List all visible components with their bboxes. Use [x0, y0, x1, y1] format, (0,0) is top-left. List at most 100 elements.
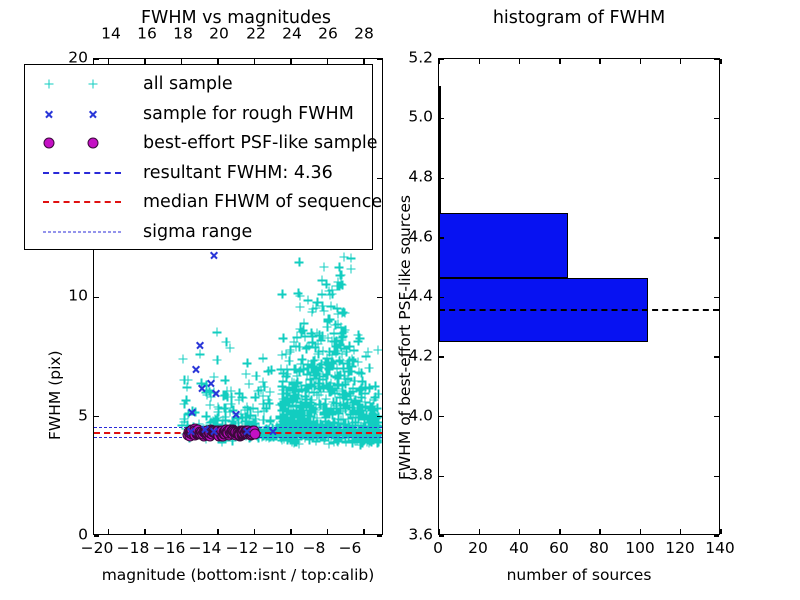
all-sample-point: [291, 341, 301, 351]
all-sample-point: [293, 377, 303, 387]
all-sample-point: [331, 341, 341, 351]
rough-fwhm-sample-point: [268, 427, 277, 436]
all-sample-point: [332, 281, 342, 291]
all-sample-point: [302, 401, 312, 411]
all-sample-point: [334, 409, 344, 419]
all-sample-point: [330, 433, 340, 443]
all-sample-point: [290, 420, 300, 430]
all-sample-point: [212, 327, 222, 337]
y-tick-right-1: [377, 416, 382, 418]
all-sample-point: [363, 347, 373, 357]
all-sample-point: [288, 390, 298, 400]
all-sample-point: [261, 403, 271, 413]
rough-fwhm-sample-point: [201, 424, 210, 433]
all-sample-point: [307, 406, 317, 416]
all-sample-point: [304, 411, 314, 421]
hist-x-tick-top-0: [438, 59, 440, 64]
all-sample-point: [287, 396, 297, 406]
all-sample-point: [277, 411, 287, 421]
all-sample-point: [340, 424, 350, 434]
all-sample-point: [338, 307, 348, 317]
all-sample-point: [336, 341, 346, 350]
y-tick-left-0: [94, 535, 99, 537]
x-tick-1: [144, 529, 146, 534]
hist-y-tick-label-4: 4.4: [408, 286, 433, 305]
all-sample-point: [328, 418, 338, 428]
all-sample-point: [284, 356, 294, 366]
all-sample-point: [242, 358, 252, 368]
all-sample-point: [323, 370, 333, 380]
all-sample-point: [317, 275, 327, 285]
legend-entry-2[interactable]: best-effort PSF-like sample: [25, 128, 378, 158]
all-sample-point: [367, 416, 377, 426]
x2-tick-label-6: 26: [318, 24, 338, 43]
legend-entry-4[interactable]: median FHWM of sequence: [25, 187, 382, 217]
rough-fwhm-sample-point: [212, 388, 221, 397]
all-sample-point: [297, 397, 307, 407]
histogram-axes: [438, 58, 722, 537]
all-sample-point: [330, 388, 340, 398]
all-sample-point: [258, 415, 268, 425]
all-sample-point: [353, 336, 363, 346]
legend-entry-0[interactable]: all sample: [25, 69, 372, 99]
all-sample-point: [318, 346, 327, 356]
legend-entry-1[interactable]: sample for rough FWHM: [25, 99, 372, 129]
all-sample-point: [357, 384, 367, 394]
all-sample-point: [320, 357, 330, 367]
rough-fwhm-sample-point: [192, 365, 201, 374]
all-sample-point: [330, 320, 340, 330]
all-sample-point: [332, 380, 342, 390]
all-sample-point: [319, 306, 329, 316]
histogram-data-area: [439, 59, 719, 534]
all-sample-point: [299, 405, 309, 415]
x-tick-2: [180, 529, 183, 534]
all-sample-point: [302, 342, 312, 352]
all-sample-point: [339, 252, 349, 262]
legend-entry-5[interactable]: sigma range: [25, 217, 372, 247]
all-sample-point: [364, 363, 374, 373]
hist-y-tick-4: [439, 296, 444, 299]
all-sample-point: [307, 338, 317, 348]
y-tick-right-0: [377, 535, 382, 537]
all-sample-point: [315, 400, 325, 410]
all-sample-point: [323, 314, 333, 324]
all-sample-point: [369, 417, 379, 427]
all-sample-point: [337, 433, 347, 443]
all-sample-point: [308, 331, 318, 341]
histogram-bar-2: [439, 85, 441, 213]
all-sample-point: [323, 409, 333, 419]
all-sample-point: [324, 439, 334, 449]
all-sample-point: [302, 369, 312, 379]
all-sample-point: [356, 392, 366, 402]
all-sample-point: [328, 359, 338, 369]
hist-x-tick-label-4: 80: [589, 539, 609, 557]
all-sample-point: [317, 301, 327, 311]
all-sample-point: [346, 264, 356, 274]
all-sample-point: [285, 347, 295, 357]
all-sample-point: [324, 387, 334, 397]
legend-entry-3[interactable]: resultant FWHM: 4.36: [25, 158, 372, 188]
all-sample-point: [277, 405, 287, 415]
all-sample-point: [292, 412, 302, 422]
all-sample-point: [298, 416, 308, 426]
right-panel-xlabel: number of sources: [506, 566, 652, 584]
all-sample-point: [288, 415, 298, 425]
hist-x-tick-1: [478, 529, 480, 534]
all-sample-point: [311, 303, 321, 313]
histogram-resultant-fwhm-line: [439, 309, 719, 312]
hist-x-tick-top-7: [720, 59, 722, 64]
all-sample-point: [340, 325, 350, 335]
all-sample-point: [343, 398, 353, 408]
hist-y-tick-right-6: [714, 177, 719, 179]
hist-y-tick-label-0: 3.6: [408, 525, 433, 544]
all-sample-point: [309, 403, 319, 413]
all-sample-point: [277, 289, 287, 299]
hist-y-tick-6: [439, 177, 444, 179]
x2-tick-label-3: 20: [209, 24, 229, 43]
all-sample-point: [341, 377, 351, 387]
all-sample-point: [345, 391, 355, 401]
all-sample-point: [258, 353, 268, 363]
rough-fwhm-sample-point: [232, 410, 241, 419]
legend-cross-icon-2: [89, 109, 98, 118]
all-sample-point: [332, 303, 342, 313]
